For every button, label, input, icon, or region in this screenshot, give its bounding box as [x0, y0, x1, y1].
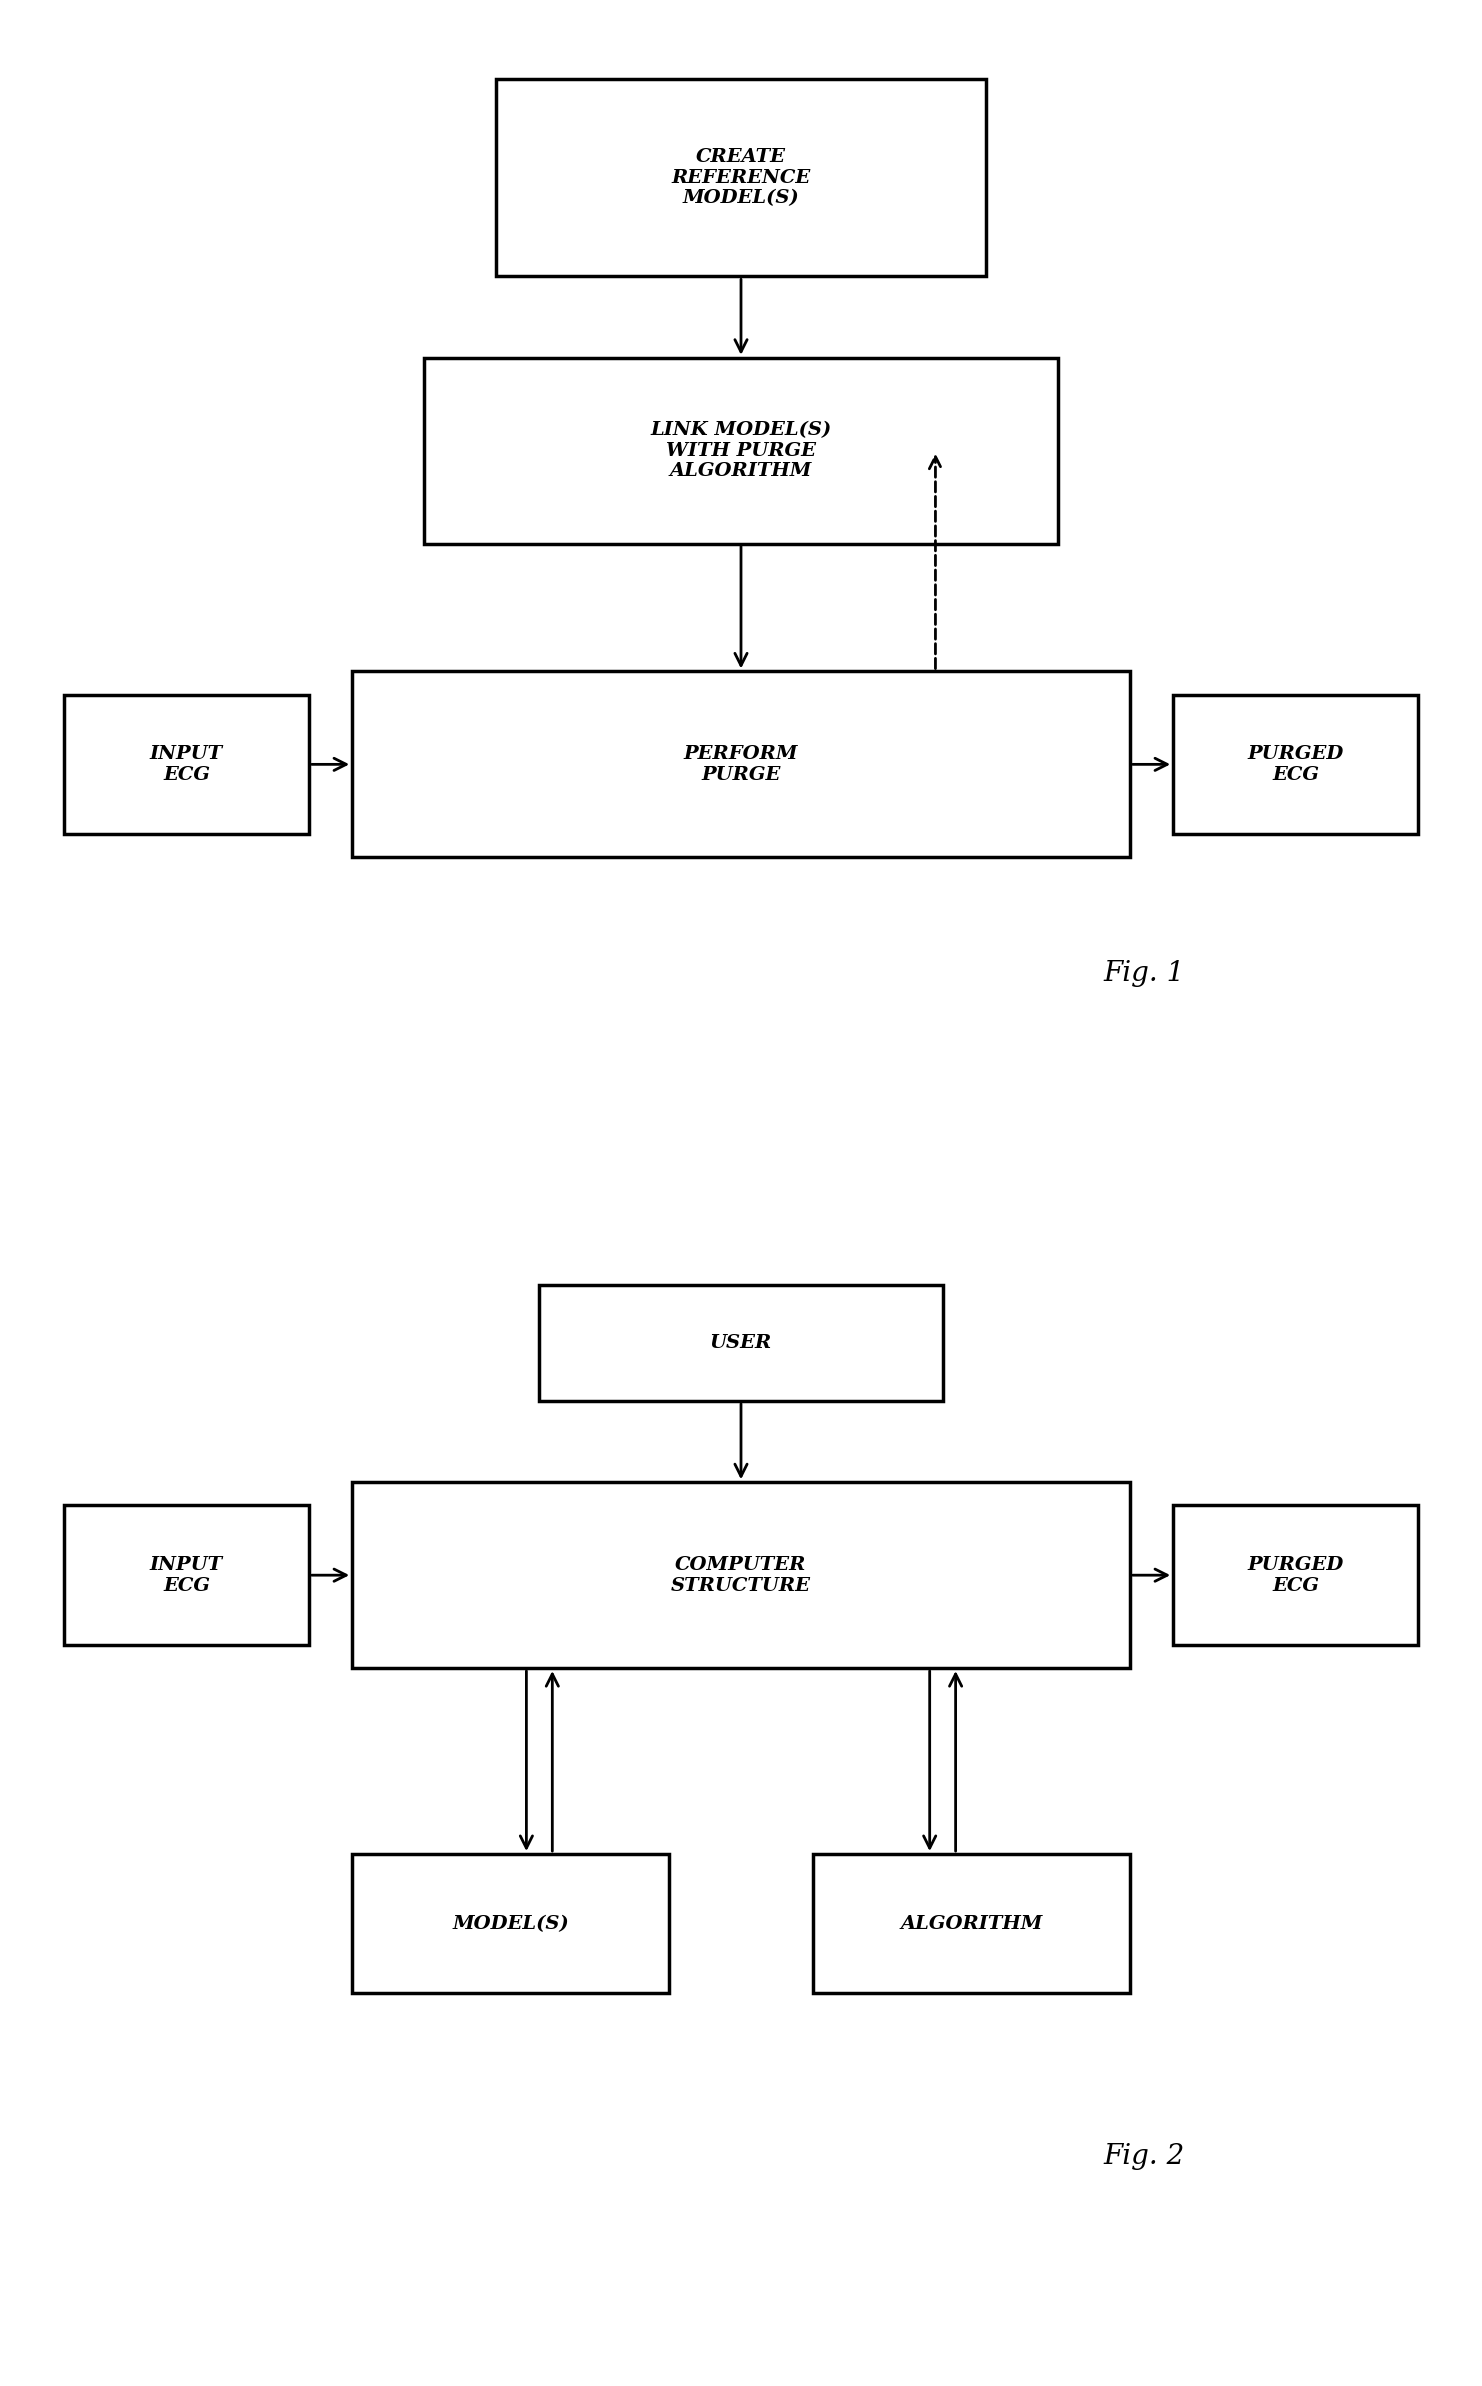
FancyBboxPatch shape: [353, 670, 1129, 857]
Text: USER: USER: [710, 1334, 772, 1353]
Text: Fig. 2: Fig. 2: [1104, 2143, 1186, 2169]
Text: COMPUTER
STRUCTURE: COMPUTER STRUCTURE: [671, 1556, 811, 1594]
Text: CREATE
REFERENCE
MODEL(S): CREATE REFERENCE MODEL(S): [671, 148, 811, 208]
FancyBboxPatch shape: [353, 1482, 1129, 1668]
FancyBboxPatch shape: [64, 694, 308, 835]
Text: INPUT
ECG: INPUT ECG: [150, 744, 222, 783]
FancyBboxPatch shape: [814, 1854, 1129, 1992]
Text: ALGORITHM: ALGORITHM: [900, 1914, 1043, 1933]
FancyBboxPatch shape: [1174, 1506, 1418, 1644]
FancyBboxPatch shape: [539, 1284, 943, 1401]
Text: LINK MODEL(S)
WITH PURGE
ALGORITHM: LINK MODEL(S) WITH PURGE ALGORITHM: [651, 420, 831, 480]
FancyBboxPatch shape: [496, 79, 986, 277]
Text: PURGED
ECG: PURGED ECG: [1248, 1556, 1344, 1594]
FancyBboxPatch shape: [424, 358, 1058, 544]
Text: INPUT
ECG: INPUT ECG: [150, 1556, 222, 1594]
Text: Fig. 1: Fig. 1: [1104, 959, 1186, 988]
FancyBboxPatch shape: [1174, 694, 1418, 835]
Text: PURGED
ECG: PURGED ECG: [1248, 744, 1344, 783]
Text: PERFORM
PURGE: PERFORM PURGE: [683, 744, 799, 783]
FancyBboxPatch shape: [64, 1506, 308, 1644]
Text: MODEL(S): MODEL(S): [452, 1914, 569, 1933]
FancyBboxPatch shape: [353, 1854, 668, 1992]
